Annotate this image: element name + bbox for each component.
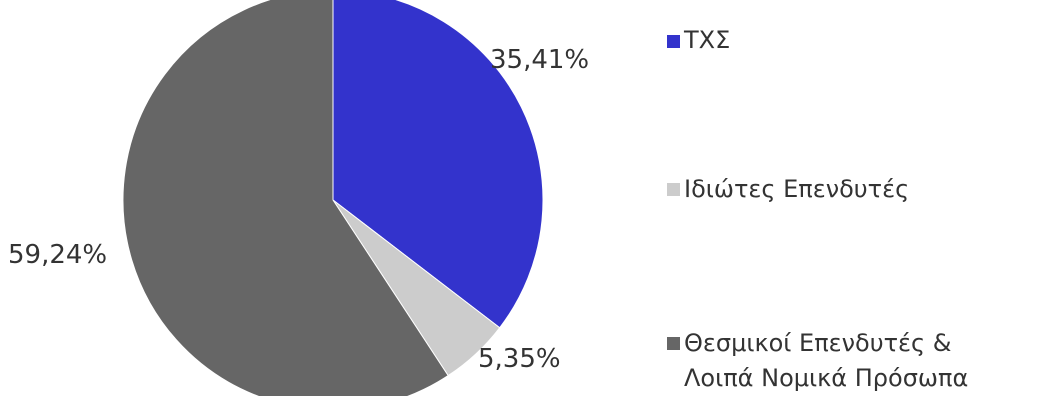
legend-label-txs: ΤΧΣ xyxy=(683,26,730,54)
legend-label-private-investors: Ιδιώτες Επενδυτές xyxy=(684,175,909,203)
legend: ΤΧΣ Ιδιώτες Επενδυτές Θεσμικοί Επενδυτές… xyxy=(667,26,968,392)
legend-item-institutional-investors: Θεσμικοί Επενδυτές & Λοιπά Νομικά Πρόσωπ… xyxy=(667,329,968,392)
legend-item-private-investors: Ιδιώτες Επενδυτές xyxy=(667,175,909,203)
pie-slices xyxy=(122,0,544,396)
pie-slice-txs xyxy=(332,0,544,329)
legend-label-institutional-investors-line-1: Θεσμικοί Επενδυτές & xyxy=(684,329,951,357)
legend-item-txs: ΤΧΣ xyxy=(667,26,730,54)
legend-swatch-private-investors xyxy=(667,183,680,196)
legend-label-institutional-investors-line-2: Λοιπά Νομικά Πρόσωπα xyxy=(684,364,968,392)
legend-swatch-institutional-investors xyxy=(667,337,680,350)
legend-swatch-txs xyxy=(667,35,680,48)
pie-slice-institutional-investors xyxy=(122,0,449,396)
slice-label-txs: 35,41% xyxy=(490,45,589,75)
slice-label-institutional-investors: 59,24% xyxy=(8,240,107,270)
slice-label-private-investors: 5,35% xyxy=(478,344,561,374)
